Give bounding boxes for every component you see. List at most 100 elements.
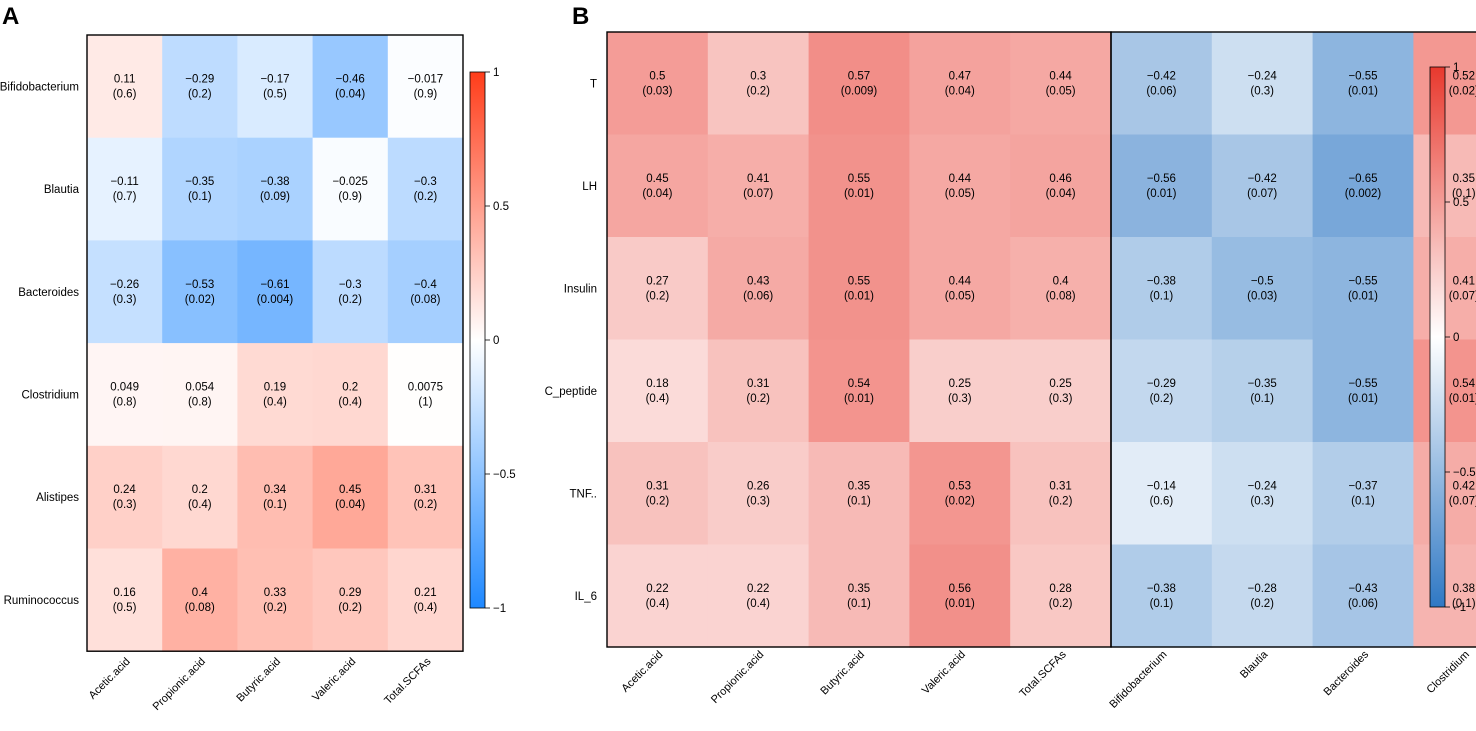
heatmap-a-cell-pvalue: (0.5) — [113, 602, 137, 614]
heatmap-b-cell — [1211, 237, 1314, 341]
heatmap-b-cell-pvalue: (0.3) — [1250, 495, 1274, 507]
panel-b-letter: B — [572, 3, 589, 30]
heatmap-b-cell-pvalue: (0.2) — [646, 290, 670, 302]
heatmap-panel-a: 0.11 (0.6) −0.29 (0.2) −0.17 (0.5) −0.46 (0.04)… — [0, 34, 516, 713]
panel-a-letter: A — [2, 3, 19, 30]
heatmap-b-cell-value: −0.55 — [1348, 378, 1377, 390]
heatmap-a-cell-labels: 0.11 (0.6) −0.29 (0.2) −0.17 (0.5) −0.46 (0.04)… — [110, 73, 443, 614]
colorbar-b-bar — [1429, 66, 1446, 608]
heatmap-a-cell — [237, 445, 314, 550]
heatmap-b-cell — [1010, 442, 1112, 546]
heatmap-b-cell-pvalue: (0.4) — [646, 598, 670, 610]
heatmap-a-cell — [312, 445, 389, 550]
heatmap-b-cell — [909, 544, 1011, 648]
heatmap-a-row-label: Bifidobacterium — [0, 81, 79, 93]
heatmap-a-cell — [87, 343, 163, 447]
heatmap-a-cell-value: −0.17 — [260, 73, 289, 85]
heatmap-b-cell-pvalue: (0.01) — [844, 393, 874, 405]
heatmap-b-cell-pvalue: (0.06) — [1348, 598, 1378, 610]
heatmap-a-row-label: Clostridium — [21, 389, 79, 401]
heatmap-b-cell — [707, 442, 810, 546]
heatmap-b-cell-pvalue: (0.01) — [844, 290, 874, 302]
heatmap-a-cell-pvalue: (0.8) — [113, 396, 137, 408]
heatmap-b-cell — [808, 339, 910, 443]
heatmap-b-row-label: TNF.. — [570, 488, 597, 500]
heatmap-a-cell — [237, 343, 314, 447]
heatmap-a-cell — [162, 35, 238, 139]
heatmap-a-cell — [387, 548, 464, 652]
heatmap-b-cell-pvalue: (0.07) — [1247, 188, 1277, 200]
heatmap-b-cell-value: 0.43 — [747, 275, 769, 287]
heatmap-b-cell-pvalue: (0.07) — [1449, 290, 1476, 302]
heatmap-a-row-labels: Bifidobacterium Blautia Bacteroides Clostri… — [0, 81, 80, 607]
heatmap-b-cell-pvalue: (0.002) — [1345, 188, 1382, 200]
heatmap-a-cell-pvalue: (0.2) — [263, 602, 287, 614]
heatmap-b-cell-value: 0.35 — [1453, 173, 1475, 185]
heatmap-a-cell-pvalue: (0.04) — [335, 88, 365, 100]
heatmap-b-cell-value: 0.41 — [747, 173, 769, 185]
heatmap-a-row-label: Blautia — [44, 184, 80, 196]
heatmap-a-cell — [387, 137, 464, 241]
heatmap-b-cell-pvalue: (0.01) — [1449, 393, 1476, 405]
heatmap-b-cell-pvalue: (0.05) — [1046, 85, 1076, 97]
colorbar-b-tick-label: −1 — [1453, 602, 1466, 614]
heatmap-b-cell-pvalue: (0.2) — [1250, 598, 1274, 610]
heatmap-b-cell — [707, 134, 810, 238]
heatmap-b-cell-value: 0.54 — [848, 378, 871, 390]
heatmap-b-cell — [707, 237, 810, 341]
colorbar-a-tick-label: −1 — [493, 603, 506, 615]
colorbar-b-tick-label: 0.5 — [1453, 197, 1469, 209]
heatmap-b-cell — [1010, 339, 1112, 443]
heatmap-a-cell-pvalue: (0.4) — [263, 396, 287, 408]
heatmap-a-cell — [87, 35, 163, 139]
heatmap-a-cell-pvalue: (0.3) — [113, 499, 137, 511]
heatmap-a-cell-value: 0.0075 — [408, 381, 443, 393]
heatmap-b-cell — [1211, 544, 1314, 648]
heatmap-b-cell-value: 0.22 — [646, 583, 668, 595]
heatmap-a-cell-value: 0.4 — [192, 587, 209, 599]
heatmap-a-cell — [387, 343, 464, 447]
colorbar-a-tick-label: 0 — [493, 335, 499, 347]
heatmap-b-cell — [808, 32, 910, 136]
heatmap-a-cell-value: 0.054 — [185, 381, 214, 393]
heatmap-a-cell-value: −0.025 — [332, 176, 368, 188]
heatmap-a-cell-value: −0.46 — [336, 73, 365, 85]
heatmap-a-cell-pvalue: (0.02) — [185, 294, 215, 306]
heatmap-b-cell — [607, 134, 709, 238]
heatmap-a-cell-pvalue: (1) — [418, 396, 432, 408]
colorbar-a-tick-label: 0.5 — [493, 201, 509, 213]
heatmap-b-column-label: Blautia — [1238, 648, 1271, 681]
heatmap-b-cell-value: −0.35 — [1248, 378, 1277, 390]
colorbar-a-bar — [469, 71, 486, 609]
heatmap-a-cell — [87, 445, 163, 550]
heatmap-a-column-label: Butyric.acid — [234, 656, 283, 705]
heatmap-a-cell-value: −0.26 — [110, 279, 139, 291]
heatmap-a-cell-pvalue: (0.2) — [188, 88, 212, 100]
heatmap-b-cell-value: 0.44 — [949, 275, 972, 287]
heatmap-b-row-labels: T LH Insulin C_peptide TNF.. IL_6 — [545, 78, 597, 603]
heatmap-a-cell-value: 0.2 — [342, 381, 358, 393]
heatmap-a-cell-pvalue: (0.3) — [113, 294, 137, 306]
heatmap-b-group-frame — [1110, 31, 1476, 648]
heatmap-b-cell — [1111, 544, 1213, 648]
heatmap-b-cell-pvalue: (0.02) — [1449, 85, 1476, 97]
heatmap-b-cell-pvalue: (0.2) — [646, 495, 670, 507]
heatmap-b-column-label: Acetic.acid — [619, 649, 665, 695]
heatmap-a-cell — [162, 137, 238, 241]
heatmap-a-cell — [237, 137, 314, 241]
heatmap-b-cell — [1010, 544, 1112, 648]
heatmap-a-cell-value: 0.11 — [114, 73, 136, 85]
heatmap-a-frame-rect — [86, 34, 464, 652]
heatmap-b-cell-pvalue: (0.1) — [847, 598, 871, 610]
heatmap-b-cell — [1312, 134, 1414, 238]
heatmap-b-cell-pvalue: (0.2) — [746, 393, 770, 405]
heatmap-panel-b: 0.5 (0.03) 0.3 (0.2) 0.57 (0.009) 0.47 (0.04) 0.… — [545, 31, 1476, 711]
heatmap-b-cell-value: 0.41 — [1453, 275, 1475, 287]
heatmap-a-row-label: Ruminococcus — [4, 595, 80, 607]
heatmap-b-cell-value: 0.45 — [646, 173, 668, 185]
heatmap-a-cell-pvalue: (0.5) — [263, 88, 287, 100]
heatmap-a-cell — [387, 35, 464, 139]
heatmap-a-cell-pvalue: (0.7) — [113, 191, 137, 203]
heatmap-b-cell-pvalue: (0.3) — [948, 393, 972, 405]
